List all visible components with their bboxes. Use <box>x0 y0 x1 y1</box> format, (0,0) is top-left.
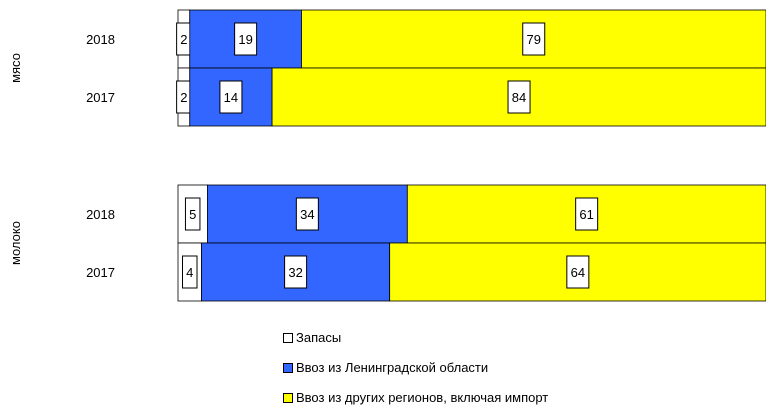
data-label-box <box>566 255 590 289</box>
legend: Запасы Ввоз из Ленинградской области Вво… <box>283 330 548 420</box>
legend-swatch-reserves <box>283 332 293 343</box>
legend-swatch-leningrad <box>283 362 293 373</box>
data-label-box <box>575 197 599 231</box>
data-label: 84 <box>512 90 526 105</box>
data-label: 34 <box>300 207 314 222</box>
data-label: 4 <box>186 265 193 280</box>
data-label-box <box>182 255 198 289</box>
legend-label-other-regions: Ввоз из других регионов, включая импорт <box>296 390 549 405</box>
data-label-box <box>295 197 319 231</box>
data-label: 19 <box>238 32 252 47</box>
legend-label-leningrad: Ввоз из Ленинградской области <box>296 360 489 375</box>
data-label: 2 <box>180 32 187 47</box>
data-label: 14 <box>224 90 238 105</box>
data-label: 64 <box>571 265 585 280</box>
group-label-1: молоко <box>8 221 23 265</box>
legend-item-reserves: Запасы <box>283 330 548 345</box>
year-label: 2017 <box>86 90 115 105</box>
legend-label-reserves: Запасы <box>296 330 342 345</box>
data-label: 32 <box>288 265 302 280</box>
year-label: 2018 <box>86 207 115 222</box>
legend-item-other-regions: Ввоз из других регионов, включая импорт <box>283 390 548 405</box>
legend-swatch-other-regions <box>283 392 293 403</box>
data-label-box <box>184 197 201 231</box>
data-label-box <box>522 22 546 56</box>
data-label: 5 <box>189 207 196 222</box>
legend-item-leningrad: Ввоз из Ленинградской области <box>283 360 548 375</box>
data-label-box <box>234 22 258 56</box>
data-label: 79 <box>527 32 541 47</box>
bar-segment-leningrad <box>189 67 273 127</box>
data-label: 2 <box>180 90 187 105</box>
stacked-bar-chart: мясо 2018 2 19 79 2017 2 14 84 молоко 2018 5 34 61 201… <box>8 9 766 302</box>
year-label: 2017 <box>86 265 115 280</box>
data-label: 61 <box>579 207 593 222</box>
data-label-box <box>507 80 531 114</box>
bar-segment-reserves <box>177 184 208 244</box>
data-label-box <box>219 80 243 114</box>
year-label: 2018 <box>86 32 115 47</box>
data-label-box <box>284 255 308 289</box>
group-label-0: мясо <box>8 53 23 83</box>
